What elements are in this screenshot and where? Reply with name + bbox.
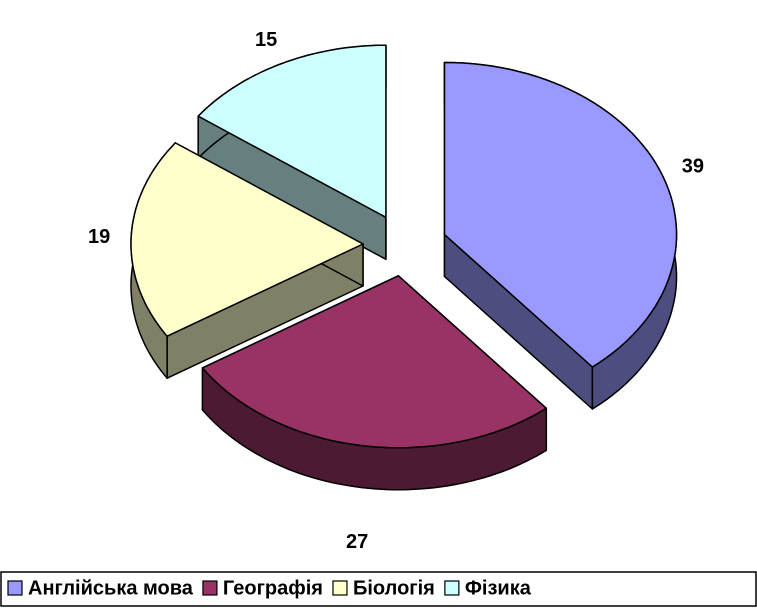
legend: Англійська мова Географія Біологія Фізика xyxy=(7,577,532,599)
slice xyxy=(201,275,548,491)
legend-label: Географія xyxy=(223,577,323,599)
legend-swatch xyxy=(7,580,23,596)
legend-label: Фізика xyxy=(465,577,532,599)
legend-label: Англійська мова xyxy=(28,577,194,599)
pie xyxy=(130,44,678,491)
slice xyxy=(130,142,364,379)
slice xyxy=(197,44,387,261)
data-label: 39 xyxy=(682,156,704,178)
legend-swatch xyxy=(332,580,348,596)
legend-swatch xyxy=(444,580,460,596)
legend-box xyxy=(0,571,757,607)
slice-top xyxy=(201,275,548,449)
data-label: 27 xyxy=(346,531,368,553)
slice-top xyxy=(443,61,678,368)
data-label: 15 xyxy=(255,29,277,51)
data-label: 19 xyxy=(88,226,110,248)
slice-top xyxy=(130,142,364,337)
slice xyxy=(443,61,678,410)
slice-top xyxy=(197,44,387,219)
legend-swatch xyxy=(202,580,218,596)
legend-label: Біологія xyxy=(353,577,435,599)
